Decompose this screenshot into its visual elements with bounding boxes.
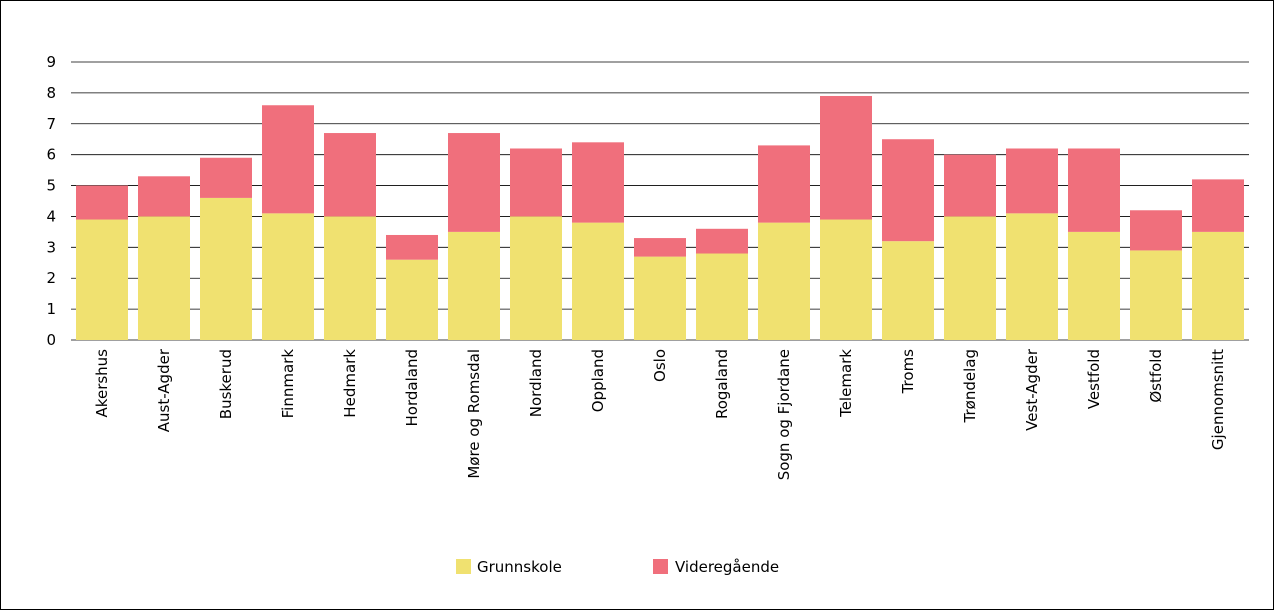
x-axis-category-labels: Akershus Aust-Agder Buskerud Finnmark Hedmar… bbox=[93, 348, 1227, 480]
y-tick-label: 6 bbox=[46, 146, 56, 164]
bar-grunnskole bbox=[820, 219, 872, 340]
bar-videregaende bbox=[1068, 148, 1120, 232]
legend-swatch bbox=[456, 559, 471, 574]
bar-videregaende bbox=[1192, 179, 1244, 232]
x-category-label: Oslo bbox=[651, 349, 669, 382]
y-tick-label: 1 bbox=[46, 300, 56, 318]
x-category-label: Finnmark bbox=[279, 349, 297, 419]
bar-videregaende bbox=[200, 157, 252, 198]
x-category-label: Rogaland bbox=[713, 349, 731, 419]
y-tick-label: 2 bbox=[46, 269, 56, 287]
bar-grunnskole bbox=[510, 216, 562, 340]
x-category-label: Troms bbox=[899, 349, 917, 395]
x-category-label: Hordaland bbox=[403, 349, 421, 426]
x-category-label: Gjennomsnitt bbox=[1209, 349, 1227, 450]
y-tick-label: 4 bbox=[46, 207, 56, 225]
bars bbox=[76, 95, 1244, 340]
x-category-label: Nordland bbox=[527, 349, 545, 417]
bar-grunnskole bbox=[262, 213, 314, 340]
bar-grunnskole bbox=[634, 256, 686, 340]
y-tick-label: 8 bbox=[46, 84, 56, 102]
bar-videregaende bbox=[262, 105, 314, 214]
bar-grunnskole bbox=[1068, 231, 1120, 340]
bar-grunnskole bbox=[324, 216, 376, 340]
legend: Grunnskole Videregående bbox=[456, 558, 779, 576]
x-category-label: Buskerud bbox=[217, 349, 235, 419]
bar-grunnskole bbox=[448, 231, 500, 340]
x-category-label: Vest-Agder bbox=[1023, 348, 1041, 431]
bar-videregaende bbox=[138, 176, 190, 217]
bar-videregaende bbox=[696, 228, 748, 254]
x-category-label: Telemark bbox=[837, 349, 855, 418]
bar-videregaende bbox=[758, 145, 810, 223]
bar-videregaende bbox=[386, 234, 438, 260]
bar-grunnskole bbox=[138, 216, 190, 340]
bar-grunnskole bbox=[386, 259, 438, 340]
bar-videregaende bbox=[76, 185, 128, 220]
y-tick-label: 7 bbox=[46, 115, 56, 133]
bar-videregaende bbox=[1130, 210, 1182, 251]
bar-grunnskole bbox=[1006, 213, 1058, 340]
bar-videregaende bbox=[448, 133, 500, 232]
bar-grunnskole bbox=[76, 219, 128, 340]
y-tick-label: 5 bbox=[46, 177, 56, 195]
bar-videregaende bbox=[944, 154, 996, 217]
x-category-label: Trøndelag bbox=[961, 349, 979, 423]
x-category-label: Vestfold bbox=[1085, 349, 1103, 409]
bar-grunnskole bbox=[1192, 231, 1244, 340]
legend-label: Videregående bbox=[675, 558, 779, 576]
x-category-label: Akershus bbox=[93, 349, 111, 418]
y-tick-label: 3 bbox=[46, 238, 56, 256]
bar-videregaende bbox=[572, 142, 624, 223]
bar-grunnskole bbox=[944, 216, 996, 340]
bar-grunnskole bbox=[882, 241, 934, 340]
legend-label: Grunnskole bbox=[477, 558, 562, 576]
y-tick-label: 9 bbox=[46, 53, 56, 71]
bar-grunnskole bbox=[572, 222, 624, 340]
x-category-label: Hedmark bbox=[341, 349, 359, 418]
y-axis-ticks: 0 1 2 3 4 5 6 7 8 9 bbox=[46, 53, 56, 349]
bar-videregaende bbox=[510, 148, 562, 217]
bar-grunnskole bbox=[758, 222, 810, 340]
x-category-label: Møre og Romsdal bbox=[465, 349, 483, 479]
bar-grunnskole bbox=[1130, 250, 1182, 340]
bar-videregaende bbox=[820, 95, 872, 220]
bar-grunnskole bbox=[200, 197, 252, 340]
bar-grunnskole bbox=[696, 253, 748, 340]
x-category-label: Østfold bbox=[1147, 349, 1165, 403]
bar-videregaende bbox=[1006, 148, 1058, 214]
x-category-label: Sogn og Fjordane bbox=[775, 349, 793, 480]
bar-videregaende bbox=[324, 133, 376, 217]
legend-swatch bbox=[653, 559, 668, 574]
bar-videregaende bbox=[882, 139, 934, 242]
x-category-label: Oppland bbox=[589, 349, 607, 412]
x-category-label: Aust-Agder bbox=[155, 348, 173, 432]
y-tick-label: 0 bbox=[46, 331, 56, 349]
bar-videregaende bbox=[634, 238, 686, 257]
